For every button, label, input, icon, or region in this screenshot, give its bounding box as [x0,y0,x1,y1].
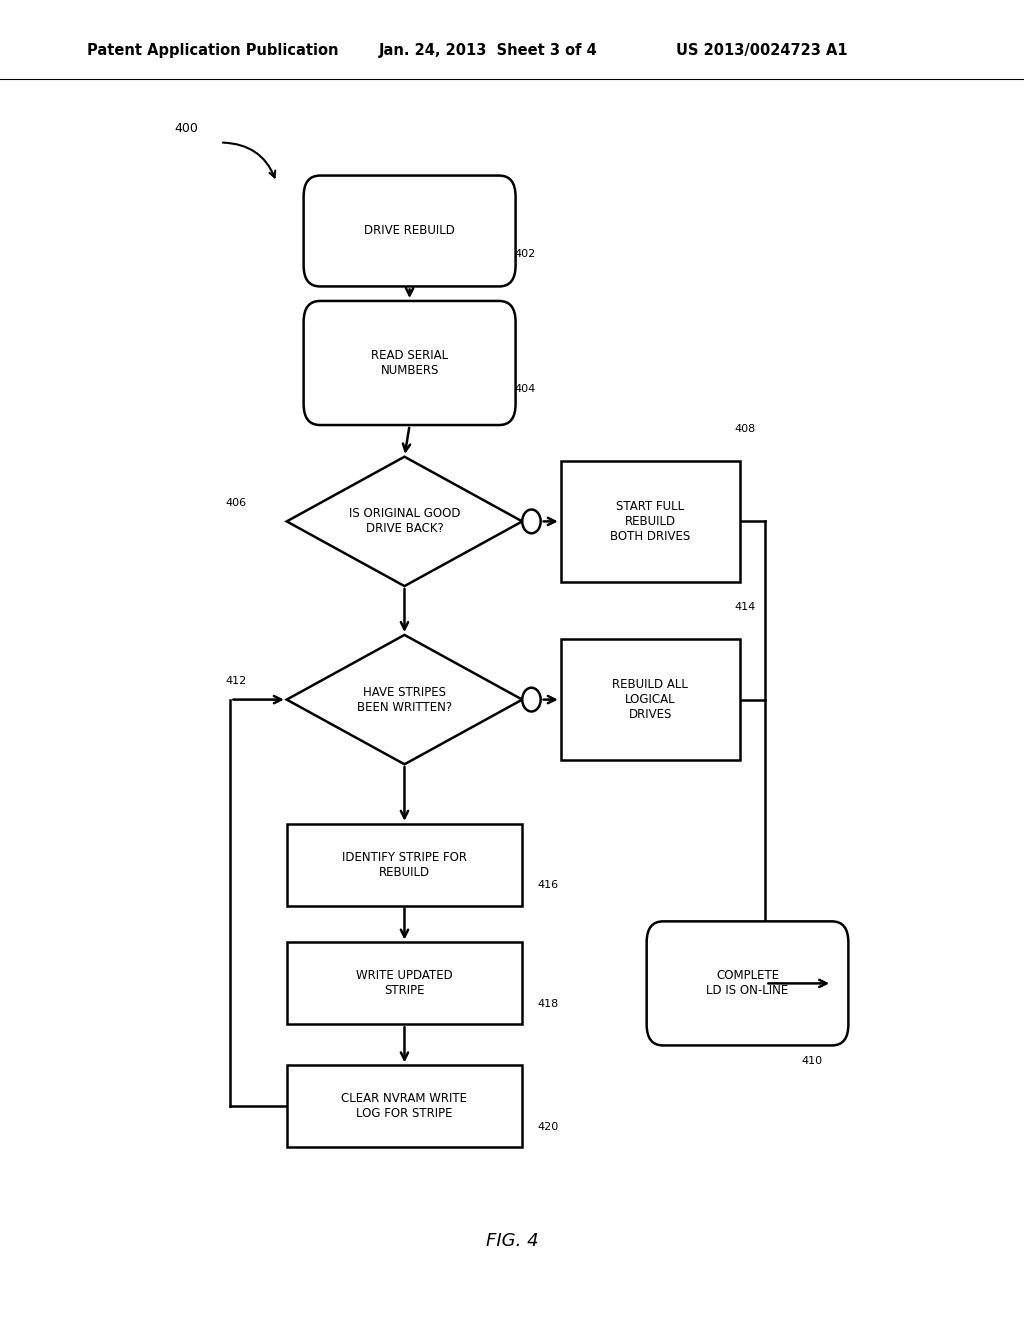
Bar [287,1065,522,1147]
Text: 406: 406 [225,498,247,508]
Text: 416: 416 [538,880,559,891]
Text: Jan. 24, 2013  Sheet 3 of 4: Jan. 24, 2013 Sheet 3 of 4 [379,44,598,58]
FancyBboxPatch shape [303,176,515,286]
Text: US 2013/0024723 A1: US 2013/0024723 A1 [676,44,848,58]
Bar [287,942,522,1024]
Bar [561,639,739,760]
Bar [561,461,739,582]
Text: DRIVE REBUILD: DRIVE REBUILD [365,224,455,238]
Text: COMPLETE
LD IS ON-LINE: COMPLETE LD IS ON-LINE [707,969,788,998]
Text: 408: 408 [735,424,756,434]
Text: START FULL
REBUILD
BOTH DRIVES: START FULL REBUILD BOTH DRIVES [610,500,690,543]
Circle shape [522,510,541,533]
Text: HAVE STRIPES
BEEN WRITTEN?: HAVE STRIPES BEEN WRITTEN? [357,685,452,714]
Text: 414: 414 [735,602,756,612]
Polygon shape [287,635,522,764]
Text: IS ORIGINAL GOOD
DRIVE BACK?: IS ORIGINAL GOOD DRIVE BACK? [349,507,460,536]
FancyBboxPatch shape [303,301,515,425]
Text: IDENTIFY STRIPE FOR
REBUILD: IDENTIFY STRIPE FOR REBUILD [342,850,467,879]
Text: CLEAR NVRAM WRITE
LOG FOR STRIPE: CLEAR NVRAM WRITE LOG FOR STRIPE [341,1092,468,1121]
Text: READ SERIAL
NUMBERS: READ SERIAL NUMBERS [371,348,449,378]
Text: Patent Application Publication: Patent Application Publication [87,44,339,58]
Text: FIG. 4: FIG. 4 [485,1232,539,1250]
Text: REBUILD ALL
LOGICAL
DRIVES: REBUILD ALL LOGICAL DRIVES [612,678,688,721]
Text: 410: 410 [801,1056,822,1067]
FancyBboxPatch shape [647,921,848,1045]
Circle shape [522,688,541,711]
Text: 412: 412 [225,676,247,686]
Polygon shape [287,457,522,586]
Bar [287,824,522,906]
Text: 420: 420 [538,1122,559,1133]
Text: 404: 404 [515,384,536,395]
Text: 402: 402 [515,249,536,260]
Text: WRITE UPDATED
STRIPE: WRITE UPDATED STRIPE [356,969,453,998]
Text: 400: 400 [174,121,198,135]
Text: 418: 418 [538,999,559,1010]
